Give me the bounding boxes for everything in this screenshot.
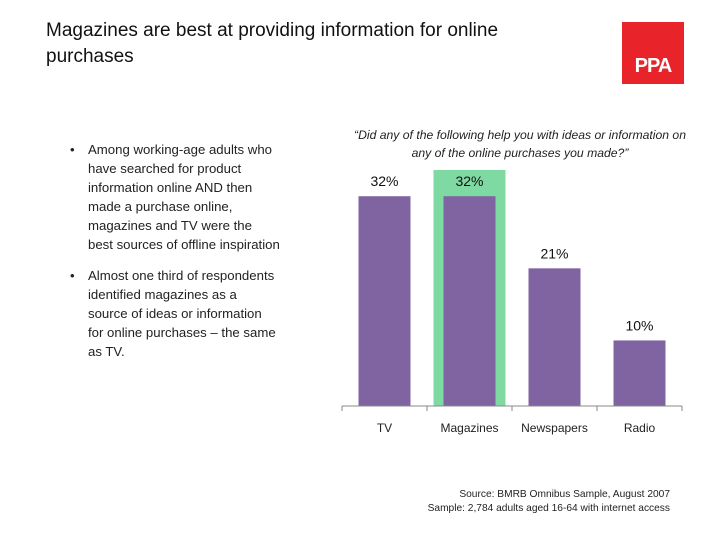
category-label-magazines: Magazines	[440, 421, 498, 435]
category-label-radio: Radio	[624, 421, 656, 435]
category-label-tv: TV	[377, 421, 392, 435]
bullet-icon: •	[70, 268, 75, 283]
bar-magazines	[443, 196, 496, 406]
category-label-newspapers: Newspapers	[521, 421, 588, 435]
source-note: Source: BMRB Omnibus Sample, August 2007…	[380, 488, 670, 516]
sample-line: Sample: 2,784 adults aged 16-64 with int…	[427, 503, 670, 514]
data-label-radio: 10%	[625, 317, 653, 333]
data-label-tv: 32%	[370, 173, 398, 189]
bullet-item: • Almost one third of respondents identi…	[70, 266, 280, 361]
bullet-item: • Among working-age adults who have sear…	[70, 140, 280, 254]
slide-title: Magazines are best at providing informat…	[46, 20, 499, 67]
bar-newspapers	[528, 268, 581, 406]
bullet-text: Among working-age adults who have search…	[88, 142, 280, 252]
ppa-logo: PPA	[622, 22, 684, 84]
bullet-icon: •	[70, 142, 75, 157]
bullet-list: • Among working-age adults who have sear…	[70, 140, 280, 373]
data-label-magazines: 32%	[455, 173, 483, 189]
bar-tv	[358, 196, 411, 406]
bullet-text: Almost one third of respondents identifi…	[88, 268, 276, 359]
bar-radio	[613, 340, 666, 406]
source-line: Source: BMRB Omnibus Sample, August 2007	[459, 489, 670, 500]
chart-question: “Did any of the following help you with …	[354, 128, 686, 160]
data-label-newspapers: 21%	[540, 245, 568, 261]
